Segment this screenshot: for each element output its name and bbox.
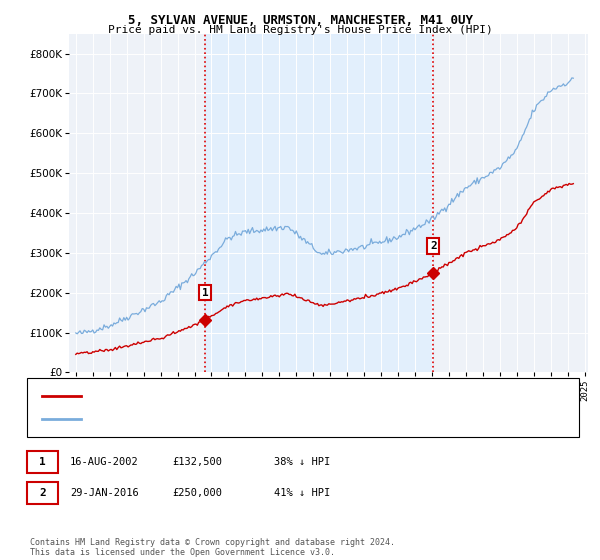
Text: 1: 1 bbox=[39, 457, 46, 467]
Text: 2: 2 bbox=[430, 241, 437, 251]
Text: 5, SYLVAN AVENUE, URMSTON, MANCHESTER, M41 0UY (detached house): 5, SYLVAN AVENUE, URMSTON, MANCHESTER, M… bbox=[90, 391, 460, 401]
Bar bbox=[205, 34, 433, 372]
Text: 1: 1 bbox=[202, 288, 208, 298]
Text: 16-AUG-2002: 16-AUG-2002 bbox=[70, 457, 139, 467]
Text: 29-JAN-2016: 29-JAN-2016 bbox=[70, 488, 139, 498]
Text: HPI: Average price, detached house, Trafford: HPI: Average price, detached house, Traf… bbox=[90, 414, 349, 424]
Text: £132,500: £132,500 bbox=[172, 457, 222, 467]
Text: 41% ↓ HPI: 41% ↓ HPI bbox=[274, 488, 331, 498]
Text: 5, SYLVAN AVENUE, URMSTON, MANCHESTER, M41 0UY: 5, SYLVAN AVENUE, URMSTON, MANCHESTER, M… bbox=[128, 14, 473, 27]
Text: 2: 2 bbox=[39, 488, 46, 498]
Text: 38% ↓ HPI: 38% ↓ HPI bbox=[274, 457, 331, 467]
Text: Contains HM Land Registry data © Crown copyright and database right 2024.
This d: Contains HM Land Registry data © Crown c… bbox=[30, 538, 395, 557]
Text: Price paid vs. HM Land Registry's House Price Index (HPI): Price paid vs. HM Land Registry's House … bbox=[107, 25, 493, 35]
Text: £250,000: £250,000 bbox=[172, 488, 222, 498]
